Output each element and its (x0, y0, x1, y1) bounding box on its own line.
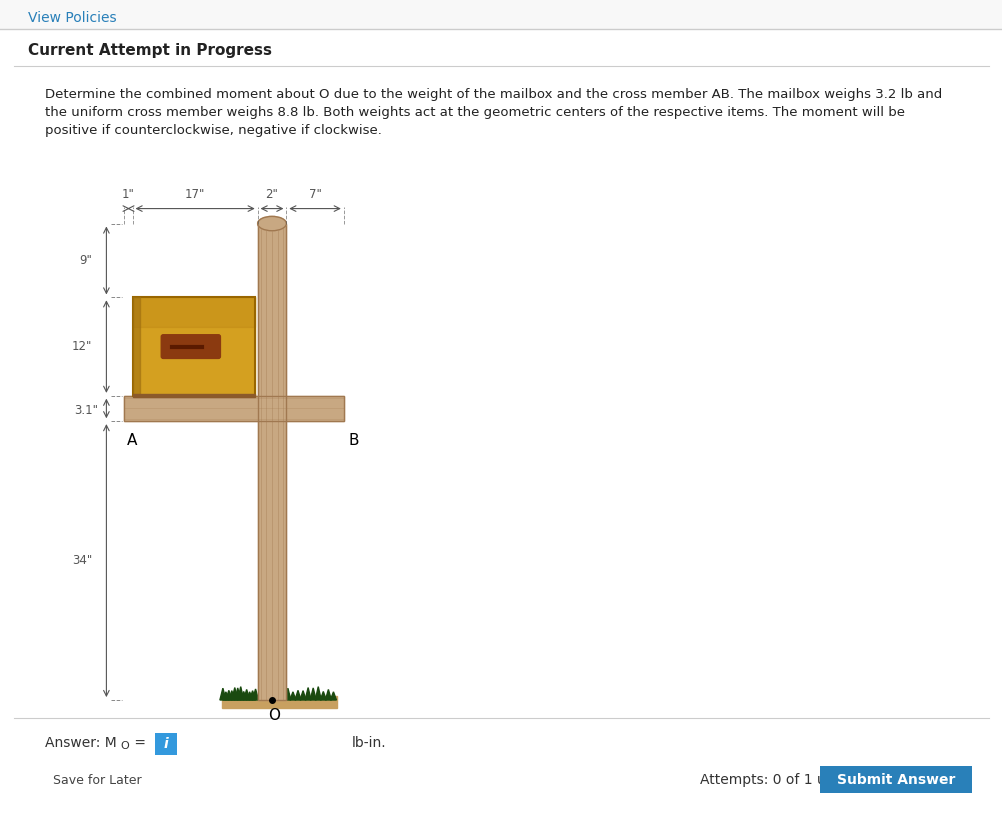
Text: B: B (349, 434, 359, 448)
Text: View Policies: View Policies (28, 11, 116, 25)
Text: Answer: M: Answer: M (45, 736, 116, 750)
Text: O: O (268, 708, 280, 723)
Polygon shape (234, 688, 240, 700)
Text: Determine the combined moment about O due to the weight of the mailbox and the c: Determine the combined moment about O du… (45, 88, 941, 101)
Polygon shape (246, 692, 253, 700)
Polygon shape (295, 690, 301, 700)
Text: 3.1": 3.1" (74, 404, 98, 417)
Polygon shape (300, 690, 306, 700)
Text: Submit Answer: Submit Answer (836, 773, 954, 787)
Polygon shape (320, 691, 326, 700)
Polygon shape (249, 690, 256, 700)
Polygon shape (219, 688, 225, 700)
Text: Save for Later: Save for Later (53, 774, 141, 786)
Polygon shape (240, 691, 246, 700)
Bar (258, 223, 286, 700)
Polygon shape (330, 692, 336, 700)
Bar (155, 733, 176, 755)
Bar (124, 396, 344, 421)
Text: the uniform cross member weighs 8.8 lb. Both weights act at the geometric center: the uniform cross member weighs 8.8 lb. … (45, 106, 904, 119)
Bar (0, 0, 1002, 28)
Bar (820, 766, 971, 793)
Text: =: = (130, 736, 150, 750)
Text: 17": 17" (184, 187, 205, 200)
Text: 2": 2" (266, 187, 279, 200)
Polygon shape (315, 686, 321, 700)
Polygon shape (231, 688, 237, 700)
Polygon shape (225, 690, 231, 700)
Text: O: O (120, 741, 128, 751)
Bar (221, 696, 337, 708)
Polygon shape (325, 690, 331, 700)
Bar (132, 298, 140, 396)
Polygon shape (228, 690, 234, 700)
Bar (124, 396, 344, 421)
Polygon shape (285, 688, 291, 700)
Text: Current Attempt in Progress: Current Attempt in Progress (28, 43, 272, 57)
Text: A: A (126, 434, 136, 448)
Bar (45, 767, 150, 793)
Bar (132, 298, 255, 396)
Polygon shape (243, 690, 249, 700)
Bar (132, 393, 255, 397)
Polygon shape (290, 692, 296, 700)
Text: 7": 7" (309, 187, 322, 200)
Polygon shape (305, 688, 311, 700)
Text: 9": 9" (79, 254, 92, 267)
Polygon shape (237, 686, 243, 700)
Bar (132, 298, 255, 327)
Text: Attempts: 0 of 1 used: Attempts: 0 of 1 used (699, 773, 850, 787)
Bar (132, 298, 255, 396)
Text: 12": 12" (72, 340, 92, 353)
Text: 34": 34" (72, 554, 92, 567)
Text: positive if counterclockwise, negative if clockwise.: positive if counterclockwise, negative i… (45, 124, 382, 137)
Bar (258, 223, 286, 700)
Text: i: i (163, 737, 168, 751)
Bar (179, 733, 345, 755)
FancyBboxPatch shape (161, 335, 220, 358)
Polygon shape (253, 689, 259, 700)
Ellipse shape (258, 217, 286, 231)
Text: lb-in.: lb-in. (352, 736, 386, 750)
Polygon shape (222, 692, 228, 700)
Polygon shape (310, 688, 316, 700)
Text: 1": 1" (122, 187, 135, 200)
